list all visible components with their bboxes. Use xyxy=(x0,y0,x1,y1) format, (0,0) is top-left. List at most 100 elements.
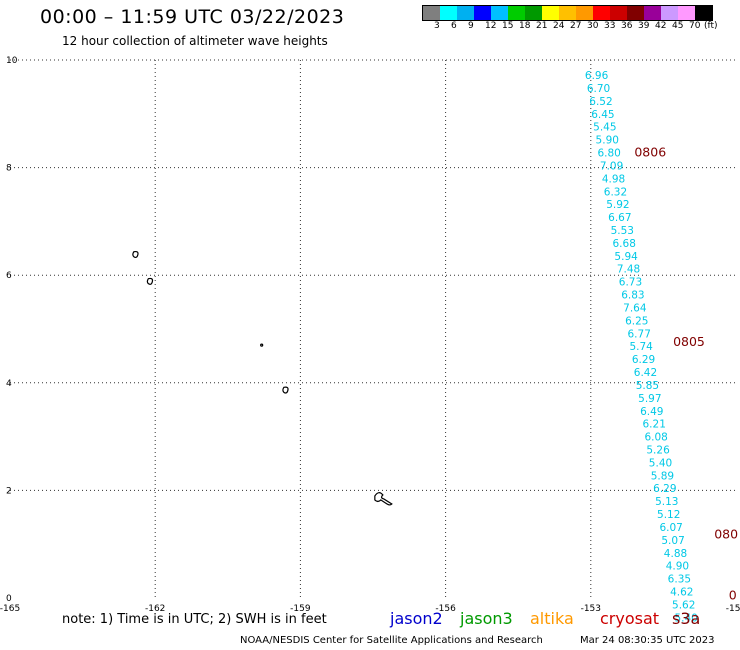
color-scale-label: 21 xyxy=(536,21,548,31)
color-swatch xyxy=(474,6,491,20)
satellite-legend-cryosat: cryosat xyxy=(600,609,660,628)
y-tick-label: 8 xyxy=(6,164,12,174)
x-tick-label: -153 xyxy=(581,604,601,614)
swh-value: 5.40 xyxy=(674,612,697,624)
x-tick-label: -150 xyxy=(726,604,740,614)
chart-subtitle: 12 hour collection of altimeter wave hei… xyxy=(62,34,328,48)
swh-value: 5.97 xyxy=(638,393,661,405)
x-tick-label: -165 xyxy=(0,604,20,614)
color-scale-label: 18 xyxy=(519,21,531,31)
color-swatch xyxy=(678,6,695,20)
satellite-legend-altika: altika xyxy=(530,609,574,628)
swh-value: 7.64 xyxy=(623,302,647,314)
color-scale-label: 27 xyxy=(570,21,582,31)
pass-time-label: 0805 xyxy=(673,334,705,349)
color-swatch xyxy=(576,6,593,20)
island-3 xyxy=(260,343,264,347)
y-tick-label: 6 xyxy=(6,271,12,281)
pass-time-label: 0 xyxy=(729,587,737,602)
color-swatch xyxy=(423,6,440,20)
color-swatch xyxy=(644,6,661,20)
swh-value: 5.89 xyxy=(651,470,674,482)
swh-value: 4.62 xyxy=(670,587,693,599)
color-swatch xyxy=(525,6,542,20)
island-1 xyxy=(132,250,139,259)
swh-value: 6.83 xyxy=(621,290,644,302)
swh-value: 6.25 xyxy=(625,315,648,327)
color-scale-label: (ft) xyxy=(704,21,718,31)
color-scale-label: 9 xyxy=(468,21,474,31)
swh-value: 6.96 xyxy=(585,70,609,82)
color-scale-label: 33 xyxy=(604,21,616,31)
swh-value: 6.42 xyxy=(634,367,657,379)
color-scale-bar xyxy=(422,5,713,21)
x-tick-label: -162 xyxy=(145,604,165,614)
color-scale-label: 3 xyxy=(434,21,440,31)
color-swatch xyxy=(661,6,678,20)
swh-value: 6.35 xyxy=(668,574,691,586)
color-scale-label: 30 xyxy=(587,21,599,31)
island-2 xyxy=(146,277,154,285)
color-swatch xyxy=(457,6,474,20)
color-swatch xyxy=(627,6,644,20)
swh-value: 5.13 xyxy=(655,496,678,508)
swh-value: 6.21 xyxy=(643,419,666,431)
swh-value: 6.68 xyxy=(613,238,636,250)
color-scale-label: 39 xyxy=(638,21,650,31)
swh-value: 6.70 xyxy=(587,83,610,95)
y-tick-label: 0 xyxy=(6,594,12,604)
x-tick-label: -156 xyxy=(435,604,456,614)
swh-value: 6.08 xyxy=(644,432,667,444)
swh-value: 4.98 xyxy=(602,173,625,185)
swh-value: 5.74 xyxy=(629,341,653,353)
y-tick-label: 4 xyxy=(6,379,12,389)
swh-value: 4.90 xyxy=(666,561,689,573)
swh-value: 6.32 xyxy=(604,186,627,198)
swh-value: 5.12 xyxy=(657,509,680,521)
swh-value: 5.94 xyxy=(614,251,638,263)
pass-time-label: 080 xyxy=(714,527,738,542)
color-swatch xyxy=(695,6,712,20)
swh-value: 6.52 xyxy=(589,96,612,108)
satellite-legend-s3a: s3a xyxy=(672,609,701,628)
color-swatch xyxy=(559,6,576,20)
swh-value: 7.09 xyxy=(600,160,623,172)
swh-value: 5.07 xyxy=(661,535,684,547)
swh-value: 5.26 xyxy=(646,445,670,457)
island-5 xyxy=(374,492,393,506)
swh-value: 5.40 xyxy=(649,457,672,469)
swh-value: 6.73 xyxy=(619,277,642,289)
y-tick-label: 10 xyxy=(6,56,18,66)
color-swatch xyxy=(440,6,457,20)
color-scale-label: 12 xyxy=(485,21,497,31)
color-swatch xyxy=(542,6,559,20)
swh-value: 6.80 xyxy=(597,148,620,160)
swh-value: 6.29 xyxy=(632,354,655,366)
pass-time-label: 0806 xyxy=(634,145,666,160)
swh-value: 4.88 xyxy=(664,548,687,560)
color-scale-label: 36 xyxy=(621,21,633,31)
swh-value: 6.29 xyxy=(653,483,676,495)
credit-text: NOAA/NESDIS Center for Satellite Applica… xyxy=(240,635,543,646)
swh-value: 6.07 xyxy=(659,522,682,534)
swh-value: 5.45 xyxy=(593,122,616,134)
swh-value: 5.90 xyxy=(596,135,619,147)
color-scale-label: 15 xyxy=(502,21,514,31)
chart-title: 00:00 – 11:59 UTC 03/22/2023 xyxy=(40,6,345,28)
footer-note: note: 1) Time is in UTC; 2) SWH is in fe… xyxy=(62,612,327,627)
generated-date: Mar 24 08:30:35 UTC 2023 xyxy=(580,635,715,646)
swh-value: 6.49 xyxy=(640,406,663,418)
satellite-legend-jason2: jason2 xyxy=(390,609,443,628)
color-swatch xyxy=(593,6,610,20)
color-scale-labels: 3 6 9 12 15 18 21 24 27 30 33 36 39 42 45 70 (ft) xyxy=(422,21,740,33)
x-tick-label: -159 xyxy=(290,604,311,614)
color-swatch xyxy=(610,6,627,20)
color-scale-label: 6 xyxy=(451,21,457,31)
color-scale-label: 24 xyxy=(553,21,565,31)
color-swatch xyxy=(508,6,525,20)
island-4 xyxy=(282,386,289,394)
color-scale-label: 70 xyxy=(689,21,701,31)
color-scale-label: 42 xyxy=(655,21,667,31)
swh-value: 7.48 xyxy=(617,264,640,276)
